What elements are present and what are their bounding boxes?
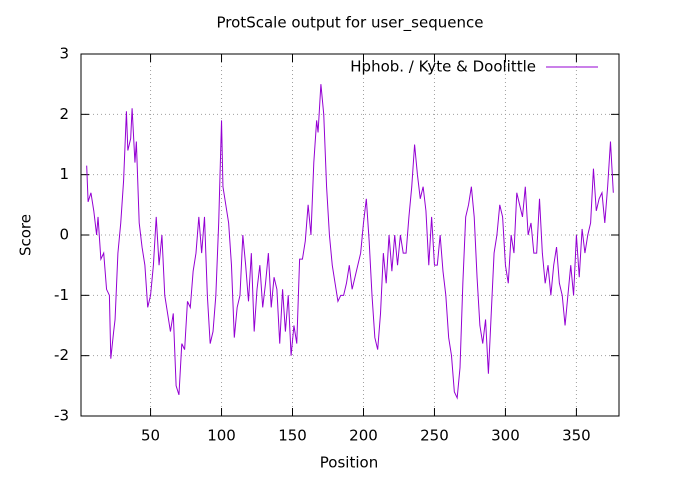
x-tick-label: 150 bbox=[278, 427, 307, 445]
chart-title: ProtScale output for user_sequence bbox=[217, 14, 484, 33]
legend-label: Hphob. / Kyte & Doolittle bbox=[350, 58, 536, 76]
y-tick-label: 2 bbox=[59, 105, 69, 123]
data-line bbox=[86, 84, 614, 400]
x-tick-label: 300 bbox=[491, 427, 520, 445]
x-tick-label: 200 bbox=[349, 427, 378, 445]
y-tick-label: 0 bbox=[59, 226, 69, 244]
y-tick-label: 3 bbox=[59, 45, 69, 63]
y-tick-label: -3 bbox=[54, 407, 69, 425]
x-tick-label: 50 bbox=[141, 427, 160, 445]
y-tick-label: -2 bbox=[54, 346, 69, 364]
x-axis-label: Position bbox=[320, 454, 378, 472]
x-tick-label: 350 bbox=[562, 427, 591, 445]
x-tick-label: 100 bbox=[207, 427, 236, 445]
plot-border bbox=[80, 53, 620, 417]
y-tick-label: -1 bbox=[54, 286, 69, 304]
y-axis-label: Score bbox=[17, 214, 35, 256]
x-tick-label: 250 bbox=[420, 427, 449, 445]
y-tick-label: 1 bbox=[59, 165, 69, 183]
